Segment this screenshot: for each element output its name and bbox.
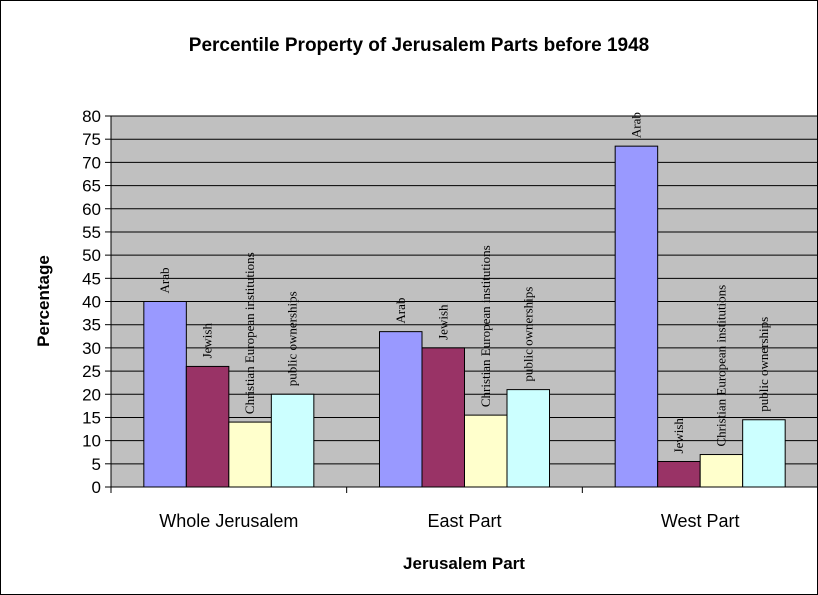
bar	[742, 419, 786, 488]
y-axis-title: Percentage	[34, 255, 53, 347]
y-tick-label: 10	[82, 432, 101, 451]
x-category-label: East Part	[427, 511, 501, 531]
x-category-label: Whole Jerusalem	[159, 511, 298, 531]
data-label: Christian European institutions	[713, 285, 728, 447]
y-tick-label: 15	[82, 408, 101, 427]
data-label: Christian European institutions	[242, 252, 257, 414]
data-label: Christian European institutions	[478, 245, 493, 407]
y-tick-label: 30	[82, 339, 101, 358]
x-category-label: West Part	[661, 511, 740, 531]
bar	[657, 460, 701, 488]
y-tick-label: 5	[92, 455, 101, 474]
bar	[379, 331, 423, 488]
y-tick-label: 75	[82, 130, 101, 149]
data-label: Jewish	[200, 323, 215, 359]
y-tick-label: 50	[82, 246, 101, 265]
bar	[464, 414, 508, 488]
y-tick-label: 35	[82, 316, 101, 335]
bar	[143, 301, 187, 488]
bar	[421, 347, 465, 488]
bar	[270, 393, 315, 488]
chart-title: Percentile Property of Jerusalem Parts b…	[189, 35, 649, 56]
bar	[614, 145, 659, 488]
y-tick-label: 0	[92, 478, 101, 497]
data-label: Jewish	[671, 418, 686, 454]
plot-area: 0 5 10 15 20 25 30 35 40 45 50 55 60 65 70 75 80 Arab Jewi…	[82, 107, 817, 531]
data-label: public ownerships	[756, 317, 771, 412]
bar	[699, 454, 744, 488]
y-tick-label: 60	[82, 200, 101, 219]
y-tick-label: 45	[82, 269, 101, 288]
y-tick-label: 80	[82, 107, 101, 126]
y-tick-label: 65	[82, 177, 101, 196]
data-label: Arab	[393, 298, 408, 324]
bar	[228, 421, 272, 488]
y-tick-label: 20	[82, 385, 101, 404]
y-tick-label: 25	[82, 362, 101, 381]
data-label: Arab	[628, 112, 643, 138]
bar	[506, 389, 550, 488]
y-tick-label: 40	[82, 293, 101, 312]
y-tick-label: 55	[82, 223, 101, 242]
data-label: public ownerships	[285, 291, 300, 386]
data-label: Jewish	[435, 304, 450, 340]
x-axis-title: Jerusalem Part	[403, 554, 525, 573]
data-label: public ownerships	[520, 287, 535, 382]
data-label: Arab	[157, 268, 172, 294]
y-tick-label: 70	[82, 153, 101, 172]
bar	[185, 365, 230, 488]
